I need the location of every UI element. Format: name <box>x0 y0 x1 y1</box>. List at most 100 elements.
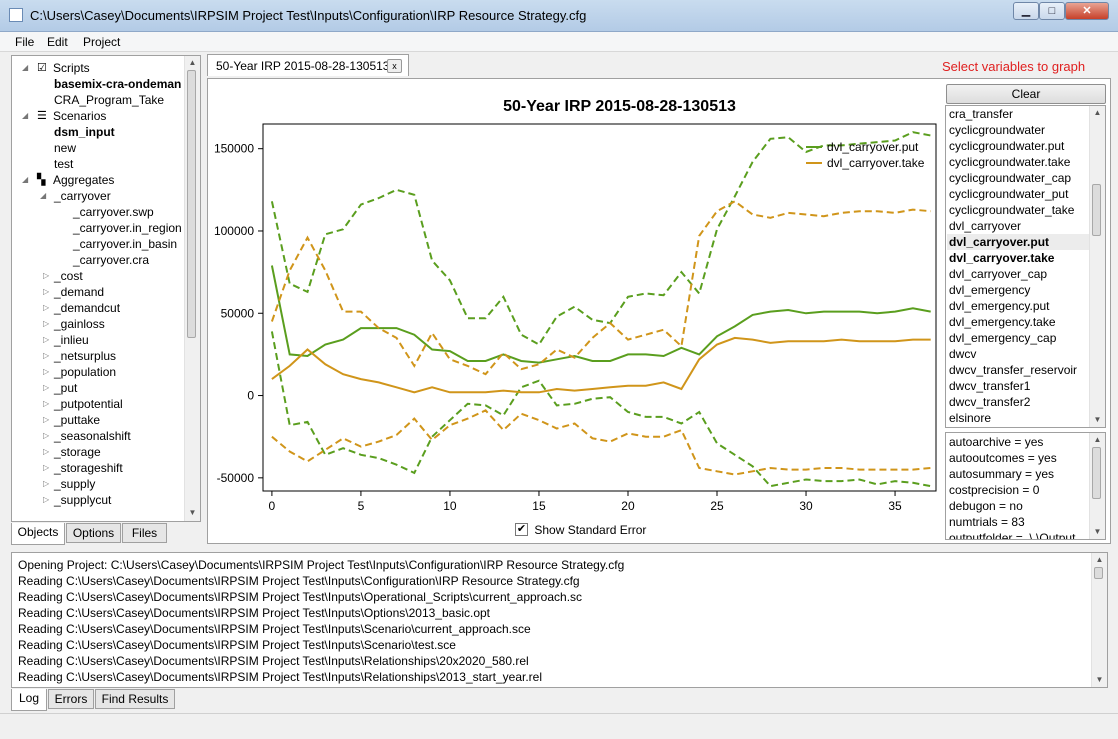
collapsed-arrow-icon[interactable]: ▷ <box>43 431 50 440</box>
expanded-arrow-icon[interactable]: ◢ <box>40 191 47 200</box>
collapsed-arrow-icon[interactable]: ▷ <box>43 447 50 456</box>
option-item[interactable]: outputfolder = .\.\Output <box>949 531 1076 540</box>
tree-carryover-child[interactable]: _carryover.swp <box>73 205 154 219</box>
scroll-thumb[interactable] <box>187 70 196 338</box>
variable-item[interactable]: dvl_carryover.take <box>949 251 1055 265</box>
line-chart[interactable]: 50-Year IRP 2015-08-28-130513 -50000 0 5000… <box>208 79 944 543</box>
variable-scrollbar[interactable]: ▲ ▼ <box>1089 106 1105 427</box>
scroll-down-arrow-icon[interactable]: ▼ <box>188 508 197 517</box>
variable-item[interactable]: cyclicgroundwater_take <box>949 203 1075 217</box>
tab-files[interactable]: Files <box>122 523 167 543</box>
collapsed-arrow-icon[interactable]: ▷ <box>43 479 50 488</box>
scroll-up-arrow-icon[interactable]: ▲ <box>188 58 197 67</box>
tree-aggregate-item[interactable]: _demand <box>54 285 105 299</box>
variable-item[interactable]: dvl_carryover_cap <box>949 267 1048 281</box>
scroll-down-arrow-icon[interactable]: ▼ <box>1093 415 1102 424</box>
variable-item[interactable]: dvl_emergency_cap <box>949 331 1057 345</box>
tree-script-item[interactable]: CRA_Program_Take <box>54 93 165 107</box>
minimize-button[interactable]: ▁ <box>1013 2 1039 20</box>
tree-aggregate-item[interactable]: _putpotential <box>54 397 123 411</box>
collapsed-arrow-icon[interactable]: ▷ <box>43 351 50 360</box>
variable-item[interactable]: cyclicgroundwater.take <box>949 155 1071 169</box>
tree-aggregate-item[interactable]: _puttake <box>54 413 101 427</box>
option-item[interactable]: autoarchive = yes <box>949 435 1044 449</box>
variable-item[interactable]: dvl_emergency <box>949 283 1031 297</box>
variable-item[interactable]: dvl_emergency.take <box>949 315 1056 329</box>
log-panel[interactable]: Opening Project: C:\Users\Casey\Document… <box>11 552 1108 688</box>
log-line[interactable]: Reading C:\Users\Casey\Documents\IRPSIM … <box>18 622 531 636</box>
scroll-thumb[interactable] <box>1094 567 1103 579</box>
variable-item[interactable]: cyclicgroundwater <box>949 123 1046 137</box>
expanded-arrow-icon[interactable]: ◢ <box>22 63 29 72</box>
variable-item[interactable]: elsinore <box>949 411 992 425</box>
tab-find-results[interactable]: Find Results <box>95 689 175 709</box>
tree-scenario-item[interactable]: new <box>54 141 77 155</box>
tree-aggregate-item[interactable]: _storage <box>54 445 101 459</box>
collapsed-arrow-icon[interactable]: ▷ <box>43 383 50 392</box>
collapsed-arrow-icon[interactable]: ▷ <box>43 399 50 408</box>
log-line[interactable]: Reading C:\Users\Casey\Documents\IRPSIM … <box>18 654 529 668</box>
expanded-arrow-icon[interactable]: ◢ <box>22 175 29 184</box>
menu-edit[interactable]: Edit <box>47 35 68 49</box>
clear-button[interactable]: Clear <box>946 84 1106 104</box>
close-tab-button[interactable]: x <box>387 59 402 73</box>
tree-aggregate-item[interactable]: _storageshift <box>54 461 123 475</box>
variable-item[interactable]: dwcv <box>949 347 977 361</box>
variable-list[interactable]: cra_transfer cyclicgroundwater cyclicgroun… <box>945 105 1106 428</box>
options-list[interactable]: autoarchive = yes autooutcomes = yes autos… <box>945 432 1106 540</box>
variable-item[interactable]: cyclicgroundwater.put <box>949 139 1065 153</box>
option-item[interactable]: debugon = no <box>949 499 1023 513</box>
tree-scenario-item[interactable]: dsm_input <box>54 125 115 139</box>
checkbox-checked-icon[interactable]: ✔ <box>515 523 528 537</box>
tree-aggregate-item[interactable]: _cost <box>54 269 83 283</box>
expanded-arrow-icon[interactable]: ◢ <box>22 111 29 120</box>
tree-carryover[interactable]: _carryover <box>54 189 111 203</box>
collapsed-arrow-icon[interactable]: ▷ <box>43 319 50 328</box>
collapsed-arrow-icon[interactable]: ▷ <box>43 415 50 424</box>
collapsed-arrow-icon[interactable]: ▷ <box>43 367 50 376</box>
std-error-toggle[interactable]: ✔ Show Standard Error <box>515 522 646 538</box>
collapsed-arrow-icon[interactable]: ▷ <box>43 495 50 504</box>
tree-carryover-child[interactable]: _carryover.in_basin <box>73 237 178 251</box>
scroll-down-arrow-icon[interactable]: ▼ <box>1093 527 1102 536</box>
tree-script-item[interactable]: basemix-cra-ondeman <box>54 77 182 91</box>
options-scrollbar[interactable]: ▲ ▼ <box>1089 433 1105 539</box>
scroll-down-arrow-icon[interactable]: ▼ <box>1095 675 1104 684</box>
option-item[interactable]: autosummary = yes <box>949 467 1055 481</box>
log-scrollbar[interactable]: ▲ ▼ <box>1091 553 1107 687</box>
tree-scenarios-label[interactable]: Scenarios <box>53 109 107 123</box>
tree-scenario-item[interactable]: test <box>54 157 74 171</box>
log-line[interactable]: Opening Project: C:\Users\Casey\Document… <box>18 558 625 572</box>
scroll-up-arrow-icon[interactable]: ▲ <box>1095 555 1104 564</box>
tab-errors[interactable]: Errors <box>48 689 94 709</box>
collapsed-arrow-icon[interactable]: ▷ <box>43 287 50 296</box>
tree-aggregate-item[interactable]: _supply <box>54 477 96 491</box>
tree-carryover-child[interactable]: _carryover.cra <box>73 253 150 267</box>
tree-carryover-child[interactable]: _carryover.in_region <box>73 221 182 235</box>
project-tree[interactable]: ◢ ☑ Scripts basemix-cra-ondeman CRA_Prog… <box>11 55 201 522</box>
tree-aggregate-item[interactable]: _inlieu <box>54 333 89 347</box>
variable-item[interactable]: dwcv_transfer2 <box>949 395 1031 409</box>
collapsed-arrow-icon[interactable]: ▷ <box>43 463 50 472</box>
tab-options[interactable]: Options <box>66 523 121 543</box>
tree-aggregate-item[interactable]: _demandcut <box>54 301 121 315</box>
log-line[interactable]: Reading C:\Users\Casey\Documents\IRPSIM … <box>18 590 583 604</box>
variable-item[interactable]: cyclicgroundwater_cap <box>949 171 1072 185</box>
tree-aggregate-item[interactable]: _gainloss <box>54 317 105 331</box>
tree-aggregate-item[interactable]: _population <box>54 365 117 379</box>
tree-scrollbar[interactable]: ▲ ▼ <box>184 56 200 521</box>
option-item[interactable]: costprecision = 0 <box>949 483 1040 497</box>
variable-item[interactable]: dwcv_transfer1 <box>949 379 1031 393</box>
option-item[interactable]: autooutcomes = yes <box>949 451 1057 465</box>
collapsed-arrow-icon[interactable]: ▷ <box>43 271 50 280</box>
tree-aggregates-label[interactable]: Aggregates <box>53 173 115 187</box>
scroll-thumb[interactable] <box>1092 184 1101 236</box>
collapsed-arrow-icon[interactable]: ▷ <box>43 335 50 344</box>
tree-aggregate-item[interactable]: _put <box>54 381 78 395</box>
tree-scripts-label[interactable]: Scripts <box>53 61 90 75</box>
log-line[interactable]: Reading C:\Users\Casey\Documents\IRPSIM … <box>18 638 456 652</box>
scroll-up-arrow-icon[interactable]: ▲ <box>1093 108 1102 117</box>
variable-item[interactable]: dvl_emergency.put <box>949 299 1050 313</box>
tree-aggregate-item[interactable]: _seasonalshift <box>54 429 131 443</box>
tab-log[interactable]: Log <box>11 689 47 711</box>
